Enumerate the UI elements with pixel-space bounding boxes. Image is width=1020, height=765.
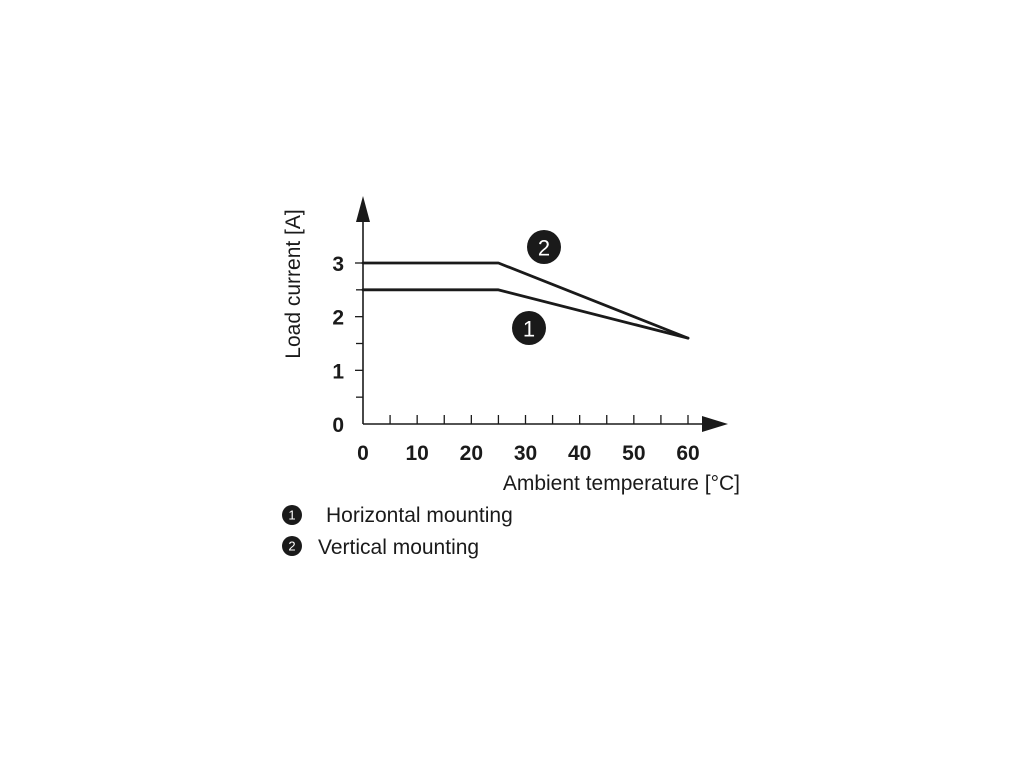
- ticks: 0 10 20 30 40 50 60 0 1 2 3: [332, 253, 699, 465]
- y-tick-label: 1: [332, 360, 344, 383]
- series-marker-2-number: 2: [538, 236, 550, 261]
- legend-marker-2-icon: [282, 536, 302, 556]
- y-axis-title: Load current [A]: [282, 209, 305, 358]
- legend-marker-2-number: 2: [288, 539, 295, 554]
- x-tick-label: 40: [568, 442, 591, 465]
- y-tick-label: 3: [332, 253, 344, 276]
- x-tick-label: 30: [514, 442, 537, 465]
- legend-item-horizontal: 1 Horizontal mounting: [282, 504, 513, 527]
- x-axis-arrow-icon: [702, 416, 728, 432]
- legend-label-horizontal: Horizontal mounting: [326, 504, 513, 527]
- x-tick-label: 50: [622, 442, 645, 465]
- y-tick-label: 0: [332, 414, 344, 437]
- series-marker-1-number: 1: [523, 317, 535, 342]
- series-line-2: [361, 261, 690, 340]
- y-axis-arrow-icon: [356, 196, 370, 222]
- legend: 1 Horizontal mounting 2 Vertical mountin…: [282, 504, 513, 559]
- x-tick-label: 10: [405, 442, 428, 465]
- legend-marker-1-number: 1: [288, 508, 295, 523]
- series-marker-2-icon: [527, 230, 561, 264]
- series-markers: 12: [512, 230, 561, 345]
- legend-item-vertical: 2 Vertical mounting: [282, 536, 479, 559]
- x-tick-label: 0: [357, 442, 369, 465]
- series-lines: [361, 261, 690, 340]
- series-marker-1-icon: [512, 311, 546, 345]
- x-tick-label: 60: [676, 442, 699, 465]
- y-tick-label: 2: [332, 307, 344, 330]
- axes: [356, 196, 728, 432]
- legend-marker-1-icon: [282, 505, 302, 525]
- x-tick-label: 20: [460, 442, 483, 465]
- legend-label-vertical: Vertical mounting: [318, 536, 479, 559]
- series-line-1: [361, 288, 690, 340]
- x-axis-title: Ambient temperature [°C]: [503, 472, 740, 495]
